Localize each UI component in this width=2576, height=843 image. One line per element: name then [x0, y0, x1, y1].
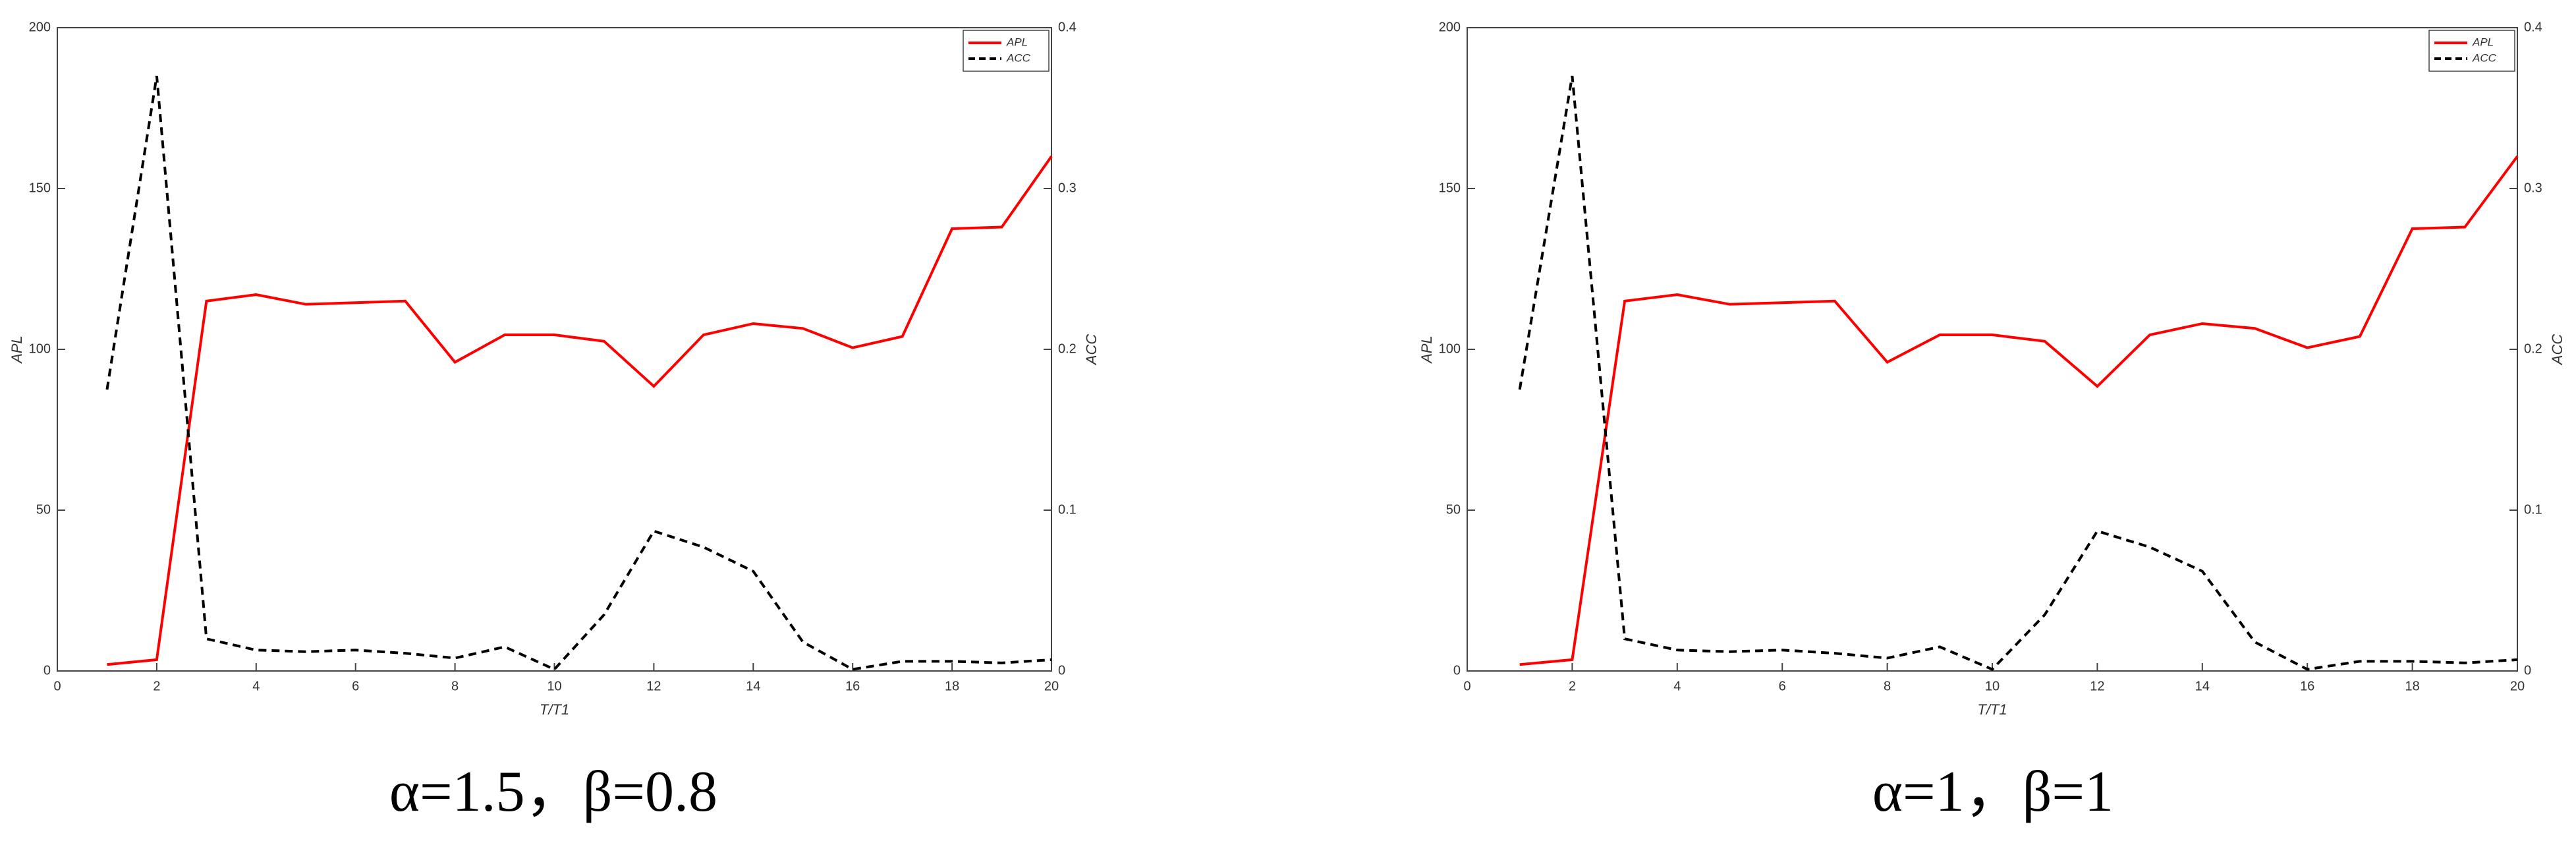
- legend-box: [963, 30, 1050, 72]
- y2-tick-label: 0.2: [2524, 341, 2542, 356]
- x-tick-label: 18: [2405, 679, 2419, 693]
- caption: α=1，β=1: [1872, 760, 2114, 824]
- x-tick-label: 20: [2510, 679, 2525, 693]
- plot-frame: [57, 27, 1052, 672]
- x-tick-label: 14: [2195, 679, 2210, 693]
- plot-frame: [1467, 27, 2518, 672]
- y-axis-label: APL: [9, 335, 25, 364]
- y-tick-label: 150: [29, 181, 51, 195]
- x-tick-label: 8: [451, 679, 459, 693]
- x-tick-label: 12: [2090, 679, 2104, 693]
- caption: α=1.5，β=0.8: [389, 760, 717, 824]
- legend-label: ACC: [1006, 51, 1031, 64]
- y2-tick-label: 0.4: [1058, 20, 1077, 34]
- y2-axis-label: ACC: [1083, 334, 1100, 366]
- y-tick-label: 150: [1439, 181, 1461, 195]
- series-line: [1518, 75, 2518, 671]
- x-tick-label: 18: [945, 679, 959, 693]
- y-tick-label: 100: [29, 341, 51, 356]
- y2-tick-label: 0: [2524, 663, 2531, 678]
- x-tick-label: 8: [1884, 679, 1891, 693]
- legend-label: APL: [2472, 36, 2494, 48]
- x-tick-label: 16: [2300, 679, 2314, 693]
- y-tick-label: 200: [29, 20, 51, 34]
- x-tick-label: 4: [252, 679, 260, 693]
- y-tick-label: 200: [1439, 20, 1461, 34]
- x-tick-label: 4: [1673, 679, 1681, 693]
- x-tick-label: 2: [1569, 679, 1576, 693]
- y2-axis-label: ACC: [2549, 334, 2565, 366]
- x-tick-label: 12: [646, 679, 661, 693]
- y-tick-label: 50: [36, 502, 51, 517]
- x-tick-label: 10: [1985, 679, 2000, 693]
- y-tick-label: 50: [1446, 502, 1461, 517]
- legend-label: APL: [1006, 36, 1028, 48]
- y-tick-label: 100: [1439, 341, 1461, 356]
- y2-tick-label: 0.3: [2524, 181, 2542, 195]
- x-tick-label: 10: [547, 679, 561, 693]
- series-line: [107, 156, 1053, 666]
- x-tick-label: 14: [746, 679, 760, 693]
- y-tick-label: 0: [1453, 663, 1461, 678]
- x-tick-label: 20: [1044, 679, 1059, 693]
- y-tick-label: 0: [43, 663, 51, 678]
- x-tick-label: 6: [1779, 679, 1786, 693]
- legend-box: [2428, 30, 2515, 72]
- series-line: [1519, 156, 2519, 666]
- x-axis-label: T/T1: [540, 701, 569, 718]
- series-line: [105, 75, 1052, 671]
- x-axis-label: T/T1: [1977, 701, 2007, 718]
- x-tick-label: 16: [845, 679, 860, 693]
- y2-tick-label: 0.1: [2524, 502, 2542, 517]
- y2-tick-label: 0.2: [1058, 341, 1077, 356]
- y-axis-label: APL: [1418, 335, 1435, 364]
- legend-label: ACC: [2472, 51, 2497, 64]
- y2-tick-label: 0: [1058, 663, 1065, 678]
- x-tick-label: 0: [53, 679, 61, 693]
- x-tick-label: 2: [153, 679, 160, 693]
- y2-tick-label: 0.1: [1058, 502, 1077, 517]
- x-tick-label: 6: [352, 679, 359, 693]
- y2-tick-label: 0.4: [2524, 20, 2542, 34]
- x-tick-label: 0: [1463, 679, 1470, 693]
- y2-tick-label: 0.3: [1058, 181, 1077, 195]
